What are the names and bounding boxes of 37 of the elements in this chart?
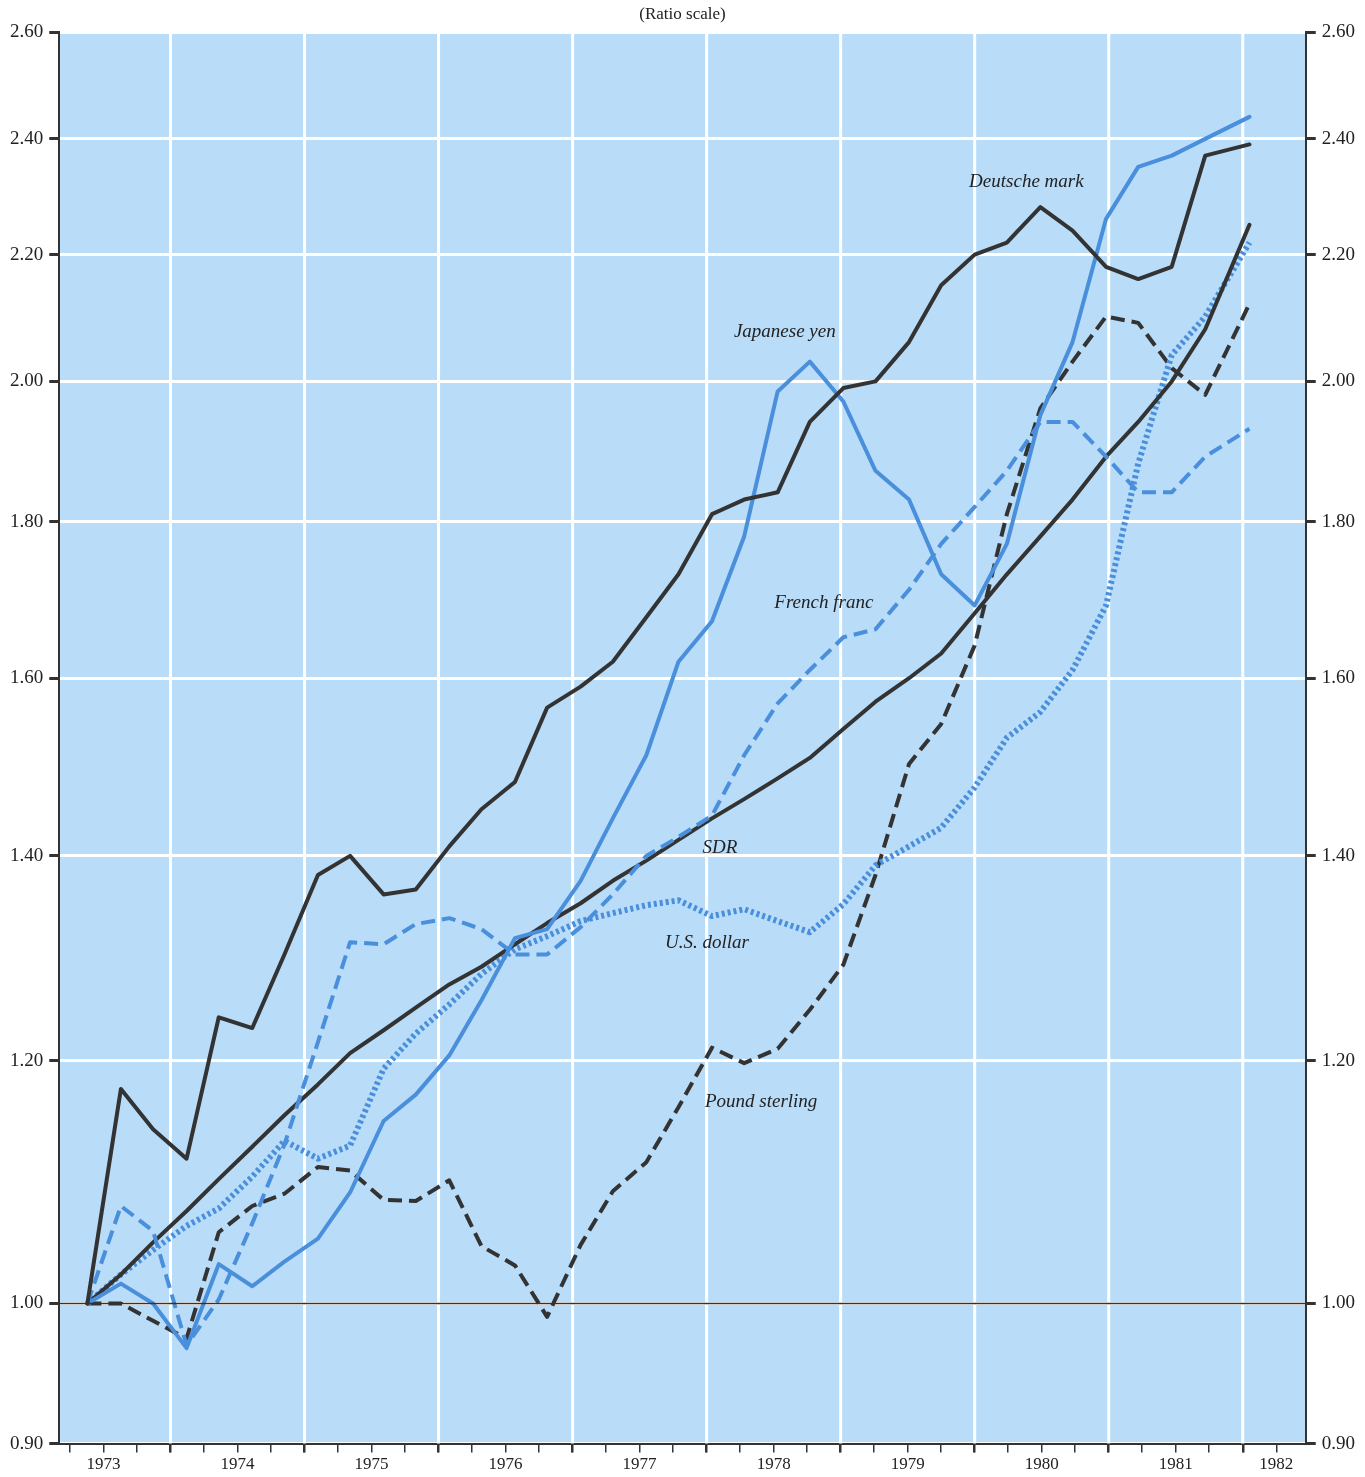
x-tick-label: 1982 (1259, 1454, 1294, 1474)
text: 0.90 (10, 1431, 44, 1453)
text: 1.40 (10, 843, 44, 865)
text: 1.20 (10, 1048, 44, 1070)
x-tick-label: 1974 (220, 1454, 256, 1474)
text: 2.00 (10, 369, 44, 391)
y-tick-label: 2.20 (1321, 242, 1355, 264)
x-tick-label: 1975 (354, 1454, 389, 1474)
text: 1.60 (10, 666, 44, 688)
y-tick-label: 1.20 (1321, 1048, 1355, 1070)
x-tick-label: 1977 (622, 1454, 658, 1474)
series-label: SDR (702, 836, 738, 858)
x-tick-label: 1979 (890, 1454, 925, 1474)
x-tick-label: 1978 (756, 1454, 791, 1474)
series-label: Pound sterling (703, 1090, 818, 1112)
y-tick-label: 0.90 (1321, 1431, 1355, 1453)
x-tick-label: 1980 (1024, 1454, 1059, 1474)
x-tick-label: 1981 (1158, 1454, 1193, 1474)
y-tick-label: 2.00 (1321, 369, 1355, 391)
y-tick-label: 1.00 (1321, 1291, 1355, 1313)
series-label: Deutsche mark (968, 170, 1085, 192)
y-tick-label: 1.60 (1321, 666, 1355, 688)
y-tick-label: 1.80 (1321, 509, 1355, 531)
y-tick-label: 1.40 (1321, 843, 1355, 865)
x-tick-label: 1976 (488, 1454, 523, 1474)
text: 1.80 (10, 509, 44, 531)
series-label: Japanese yen (733, 319, 836, 341)
series-label: French franc (773, 590, 874, 612)
text: 2.40 (10, 126, 44, 148)
text: 1.00 (10, 1291, 44, 1313)
text: 2.20 (10, 242, 44, 264)
chart-subtitle: (Ratio scale) (639, 3, 726, 23)
y-tick-label: 2.60 (1321, 20, 1355, 42)
y-tick-label: 2.40 (1321, 126, 1355, 148)
x-tick-label: 1973 (86, 1454, 121, 1474)
series-label: U.S. dollar (665, 931, 750, 953)
text: 2.60 (10, 20, 44, 42)
